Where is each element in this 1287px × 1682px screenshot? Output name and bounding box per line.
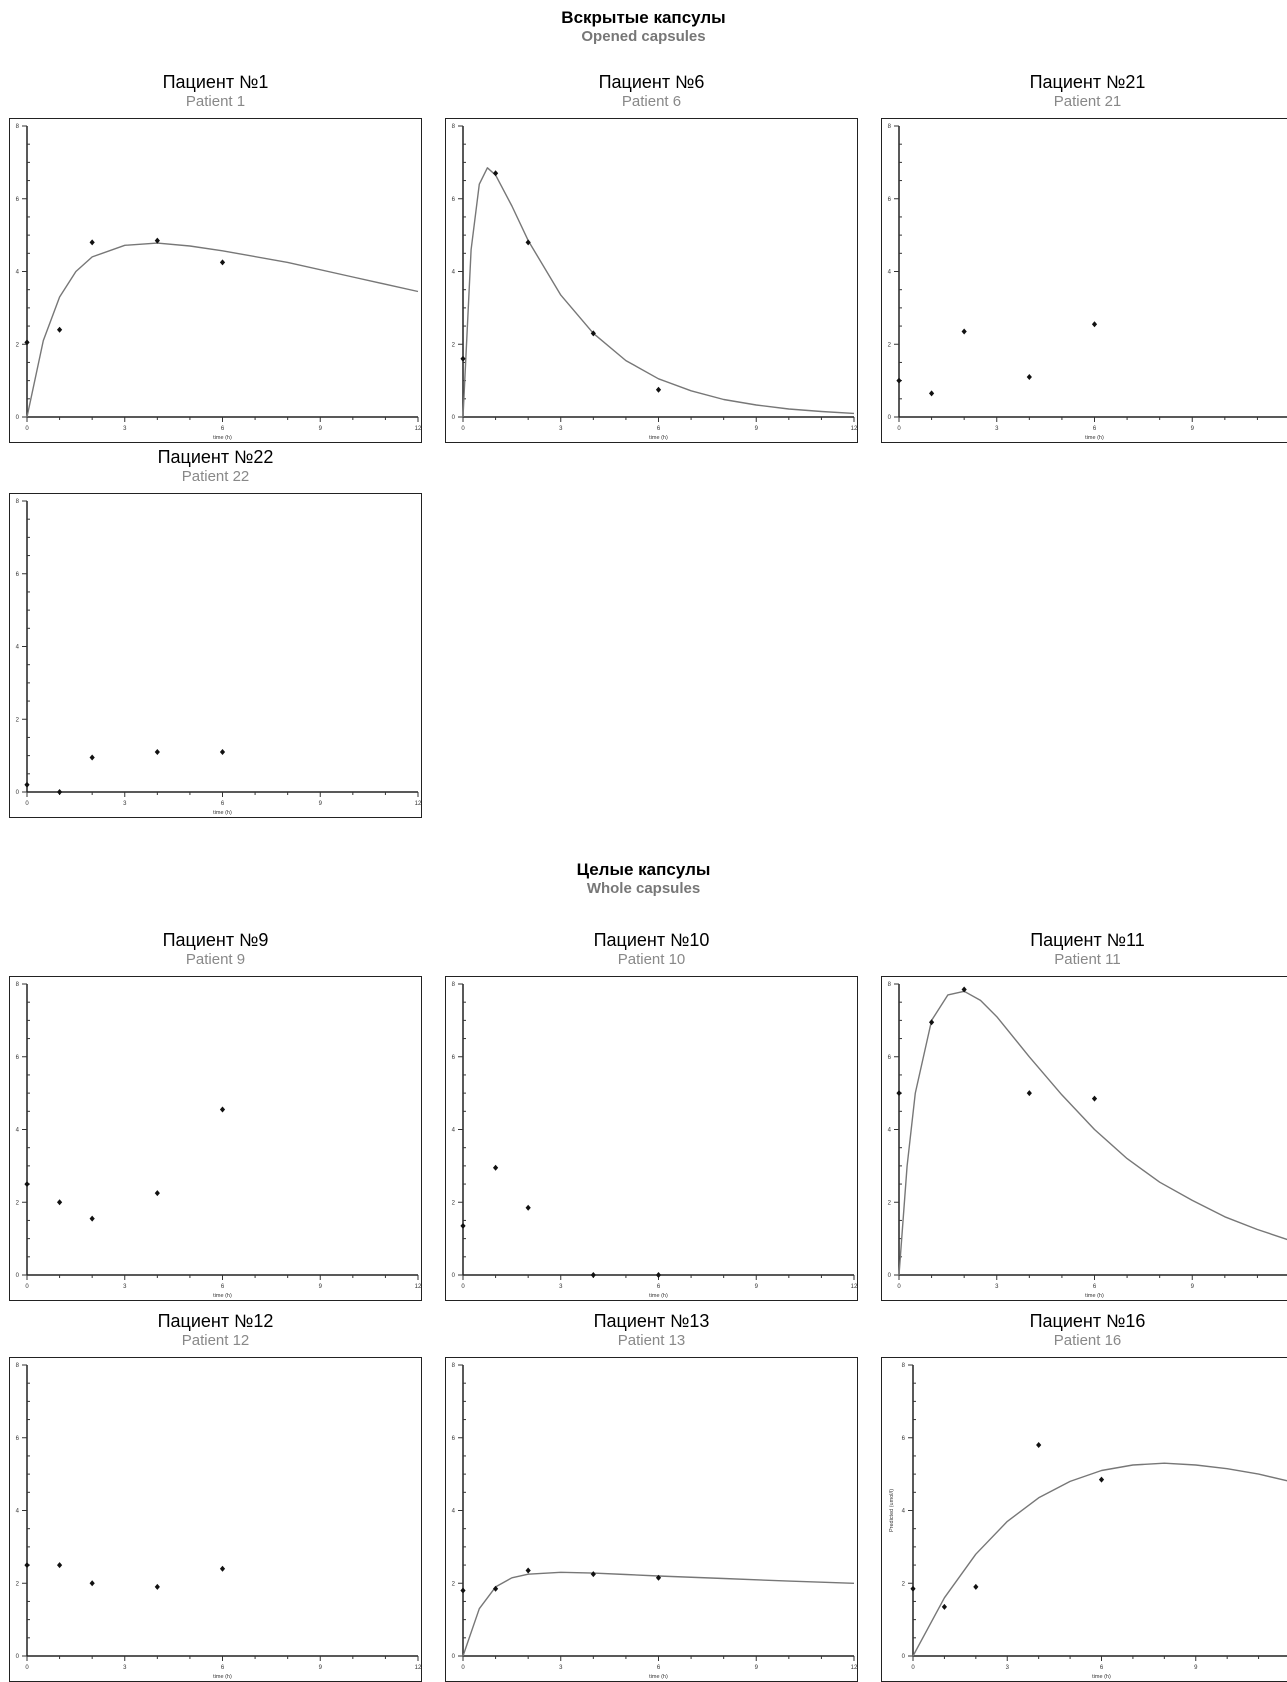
panel-title-en: Patient 12 (9, 1332, 422, 1350)
plot-frame (882, 119, 1287, 443)
section-title-opened: Вскрытые капсулы Opened capsules (0, 8, 1287, 46)
panel-title: Пациент №21 Patient 21 (881, 70, 1287, 118)
x-axis-label: time (h) (1092, 1674, 1111, 1680)
x-axis-label: time (h) (213, 1674, 232, 1680)
panel-title-en: Patient 11 (881, 951, 1287, 969)
section-title-ru: Целые капсулы (0, 860, 1287, 880)
x-tick-label: 12 (415, 1284, 422, 1290)
panel-title: Пациент №13 Patient 13 (445, 1309, 858, 1357)
plot-frame (10, 119, 422, 443)
x-tick-label: 12 (415, 426, 422, 432)
panel-title-ru: Пациент №21 (881, 70, 1287, 93)
plot-frame (10, 494, 422, 818)
plot-frame (10, 977, 422, 1301)
x-axis-label: time (h) (649, 1293, 668, 1299)
panel-title-ru: Пациент №16 (881, 1309, 1287, 1332)
x-axis-label: time (h) (649, 435, 668, 441)
panel-title-ru: Пациент №10 (445, 928, 858, 951)
x-tick-label: 12 (415, 801, 422, 807)
panel-title-ru: Пациент №22 (9, 445, 422, 468)
panel-title-en: Patient 6 (445, 93, 858, 111)
panel-title-ru: Пациент №9 (9, 928, 422, 951)
panel-title-en: Patient 1 (9, 93, 422, 111)
panel-title-ru: Пациент №6 (445, 70, 858, 93)
section-title-whole: Целые капсулы Whole capsules (0, 860, 1287, 898)
x-axis-label: time (h) (213, 810, 232, 816)
x-axis-label: time (h) (1085, 435, 1104, 441)
plot-frame (446, 977, 858, 1301)
panel-title-ru: Пациент №13 (445, 1309, 858, 1332)
panel-title-en: Patient 21 (881, 93, 1287, 111)
section-title-ru: Вскрытые капсулы (0, 8, 1287, 28)
plot-frame (446, 1358, 858, 1682)
panel-title: Пациент №9 Patient 9 (9, 928, 422, 976)
panel-title: Пациент №6 Patient 6 (445, 70, 858, 118)
panel-title-ru: Пациент №11 (881, 928, 1287, 951)
x-axis-label: time (h) (1085, 1293, 1104, 1299)
panel-title-en: Patient 13 (445, 1332, 858, 1350)
y-axis-label: Predicted (umol/l) (889, 1489, 895, 1532)
plot-frame (882, 977, 1287, 1301)
panel-title: Пациент №1 Patient 1 (9, 70, 422, 118)
x-axis-label: time (h) (213, 435, 232, 441)
x-tick-label: 12 (415, 1665, 422, 1671)
panel-title-ru: Пациент №12 (9, 1309, 422, 1332)
plot-frame (446, 119, 858, 443)
panel-title: Пациент №16 Patient 16 (881, 1309, 1287, 1357)
x-tick-label: 12 (851, 426, 858, 432)
plot-frame (882, 1358, 1287, 1682)
x-axis-label: time (h) (213, 1293, 232, 1299)
panel-title-en: Patient 10 (445, 951, 858, 969)
x-axis-label: time (h) (649, 1674, 668, 1680)
x-tick-label: 12 (851, 1665, 858, 1671)
panel-title: Пациент №22 Patient 22 (9, 445, 422, 493)
panel-title: Пациент №11 Patient 11 (881, 928, 1287, 976)
panel-title: Пациент №10 Patient 10 (445, 928, 858, 976)
section-title-en: Opened capsules (0, 28, 1287, 46)
panel-title-en: Patient 9 (9, 951, 422, 969)
x-tick-label: 12 (851, 1284, 858, 1290)
plot-frame (10, 1358, 422, 1682)
panel-title-ru: Пациент №1 (9, 70, 422, 93)
panel-title-en: Patient 22 (9, 468, 422, 486)
section-title-en: Whole capsules (0, 880, 1287, 898)
panel-title-en: Patient 16 (881, 1332, 1287, 1350)
panel-title: Пациент №12 Patient 12 (9, 1309, 422, 1357)
